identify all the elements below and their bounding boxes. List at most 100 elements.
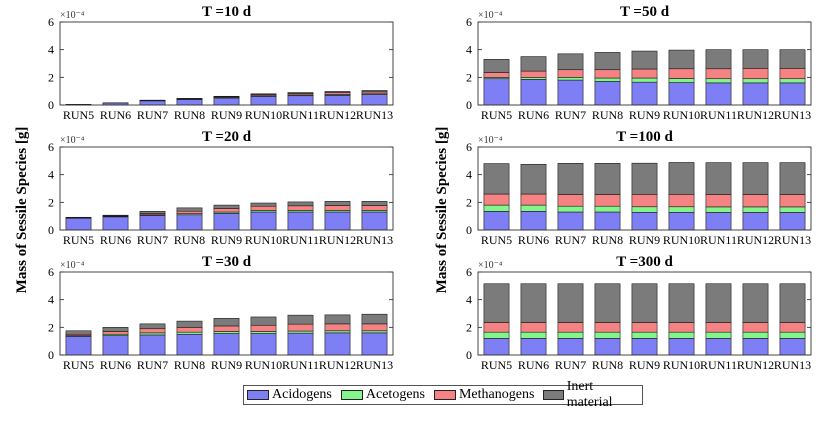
bar-inert-material <box>251 317 276 325</box>
bar-methanogens <box>632 194 657 206</box>
bar-methanogens <box>484 322 509 332</box>
bar-acidogens <box>325 212 350 230</box>
y-tick-label: 6 <box>466 265 472 279</box>
y-exponent-label: ×10⁻⁴ <box>478 10 503 21</box>
bar-inert-material <box>743 284 768 323</box>
bar-acidogens <box>521 338 546 355</box>
chart-title: T =10 d <box>202 4 252 20</box>
x-tick-label: RUN5 <box>481 233 512 247</box>
y-tick-label: 4 <box>48 43 54 57</box>
bar-methanogens <box>521 322 546 332</box>
bar-inert-material <box>558 284 583 323</box>
legend-item-inert-material: Inert material <box>543 379 636 411</box>
y-tick-label: 2 <box>48 195 54 209</box>
x-tick-label: RUN9 <box>211 108 242 122</box>
bar-methanogens <box>669 69 694 79</box>
bar-inert-material <box>325 201 350 205</box>
x-tick-label: RUN10 <box>663 358 700 372</box>
x-tick-label: RUN12 <box>319 233 356 247</box>
bar-methanogens <box>521 194 546 205</box>
x-tick-label: RUN7 <box>555 108 586 122</box>
bar-inert-material <box>484 164 509 194</box>
bar-acetogens <box>780 332 805 338</box>
bar-acidogens <box>288 333 313 355</box>
y-tick-label: 6 <box>48 140 54 154</box>
x-tick-label: RUN7 <box>555 233 586 247</box>
bar-inert-material <box>706 163 731 195</box>
bar-acidogens <box>780 83 805 105</box>
x-tick-label: RUN5 <box>481 358 512 372</box>
y-tick-label: 4 <box>466 43 472 57</box>
bar-inert-material <box>706 50 731 69</box>
bar-acidogens <box>214 213 239 230</box>
x-tick-label: RUN6 <box>100 108 131 122</box>
legend-swatch-inert-material <box>543 390 563 400</box>
bar-inert-material <box>558 163 583 194</box>
bar-methanogens <box>706 322 731 332</box>
bar-acidogens <box>251 212 276 230</box>
bar-inert-material <box>251 94 276 95</box>
x-tick-label: RUN10 <box>663 233 700 247</box>
y-tick-label: 6 <box>48 265 54 279</box>
bar-inert-material <box>288 202 313 206</box>
y-tick-label: 0 <box>48 348 54 362</box>
bar-inert-material <box>140 324 165 329</box>
y-tick-label: 2 <box>466 320 472 334</box>
bar-acetogens <box>632 78 657 82</box>
x-tick-label: RUN8 <box>592 358 623 372</box>
bar-methanogens <box>706 69 731 79</box>
bar-acidogens <box>558 80 583 105</box>
bar-methanogens <box>558 70 583 78</box>
x-tick-label: RUN8 <box>592 233 623 247</box>
x-tick-label: RUN13 <box>774 358 811 372</box>
bar-inert-material <box>103 327 128 331</box>
bar-acidogens <box>484 211 509 230</box>
legend-item-methanogens: Methanogens <box>434 387 534 403</box>
y-tick-label: 0 <box>48 98 54 112</box>
bar-inert-material <box>484 284 509 323</box>
bar-acidogens <box>595 81 620 105</box>
bar-methanogens <box>780 68 805 78</box>
bar-inert-material <box>595 163 620 194</box>
bar-inert-material <box>177 321 202 327</box>
x-tick-label: RUN9 <box>629 233 660 247</box>
bar-inert-material <box>521 284 546 323</box>
bar-acetogens <box>743 79 768 83</box>
bar-acidogens <box>362 95 387 105</box>
bar-inert-material <box>140 211 165 213</box>
bar-acetogens <box>251 331 276 333</box>
bar-methanogens <box>140 329 165 333</box>
bar-inert-material <box>595 284 620 323</box>
bar-acetogens <box>595 332 620 338</box>
y-exponent-label: ×10⁻⁴ <box>478 260 503 271</box>
bar-inert-material <box>632 51 657 69</box>
bar-methanogens <box>669 322 694 332</box>
bar-inert-material <box>669 162 694 194</box>
legend-swatch-acidogens <box>247 390 269 400</box>
bar-acetogens <box>521 332 546 338</box>
bar-inert-material <box>632 163 657 194</box>
bar-acidogens <box>362 212 387 230</box>
y-exponent-label: ×10⁻⁴ <box>60 260 85 271</box>
y-tick-label: 6 <box>466 15 472 29</box>
bar-acidogens <box>743 212 768 230</box>
bar-inert-material <box>362 90 387 91</box>
bar-acetogens <box>706 332 731 338</box>
bar-acetogens <box>669 332 694 338</box>
bar-inert-material <box>780 284 805 323</box>
bar-acidogens <box>706 338 731 355</box>
x-tick-label: RUN13 <box>356 108 393 122</box>
y-tick-label: 2 <box>48 320 54 334</box>
bar-acetogens <box>484 332 509 338</box>
bar-inert-material <box>66 331 91 334</box>
bar-methanogens <box>780 194 805 206</box>
bar-inert-material <box>177 208 202 211</box>
bar-methanogens <box>177 211 202 213</box>
x-tick-label: RUN11 <box>282 233 319 247</box>
x-tick-label: RUN12 <box>319 358 356 372</box>
bar-acetogens <box>288 331 313 333</box>
bar-acidogens <box>595 212 620 230</box>
bar-inert-material <box>743 163 768 195</box>
